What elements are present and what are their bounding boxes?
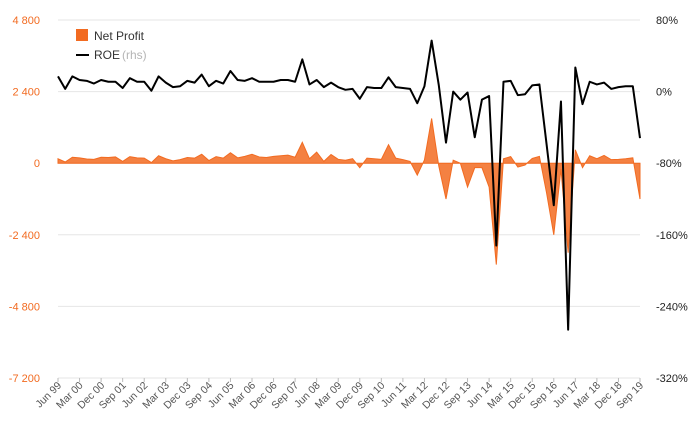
left-tick-label: 4 800 (12, 15, 40, 27)
roe-line-layer (57, 39, 641, 331)
right-tick-label: -320% (656, 373, 688, 385)
right-tick-label: -240% (656, 301, 688, 313)
legend-label-roe: ROE (94, 48, 120, 62)
legend-label-roe-suffix: (rhs) (122, 48, 147, 62)
left-axis: 4 800 2 400 0 -2 400 -4 800 -7 200 (9, 15, 40, 385)
legend-label-net-profit: Net Profit (94, 29, 145, 43)
right-tick-label: 0% (656, 87, 672, 99)
legend-swatch-net-profit (76, 29, 88, 41)
right-tick-label: -80% (656, 158, 682, 170)
right-tick-label: 80% (656, 15, 678, 27)
left-tick-label: 2 400 (12, 87, 40, 99)
left-tick-label: 0 (34, 158, 40, 170)
legend: Net Profit ROE (rhs) (76, 29, 147, 62)
left-tick-label: -7 200 (9, 373, 40, 385)
right-tick-label: -160% (656, 230, 688, 242)
left-tick-label: -2 400 (9, 230, 40, 242)
right-axis: 80% 0% -80% -160% -240% -320% (656, 15, 688, 385)
left-tick-label: -4 800 (9, 301, 40, 313)
roe-line (57, 39, 641, 331)
